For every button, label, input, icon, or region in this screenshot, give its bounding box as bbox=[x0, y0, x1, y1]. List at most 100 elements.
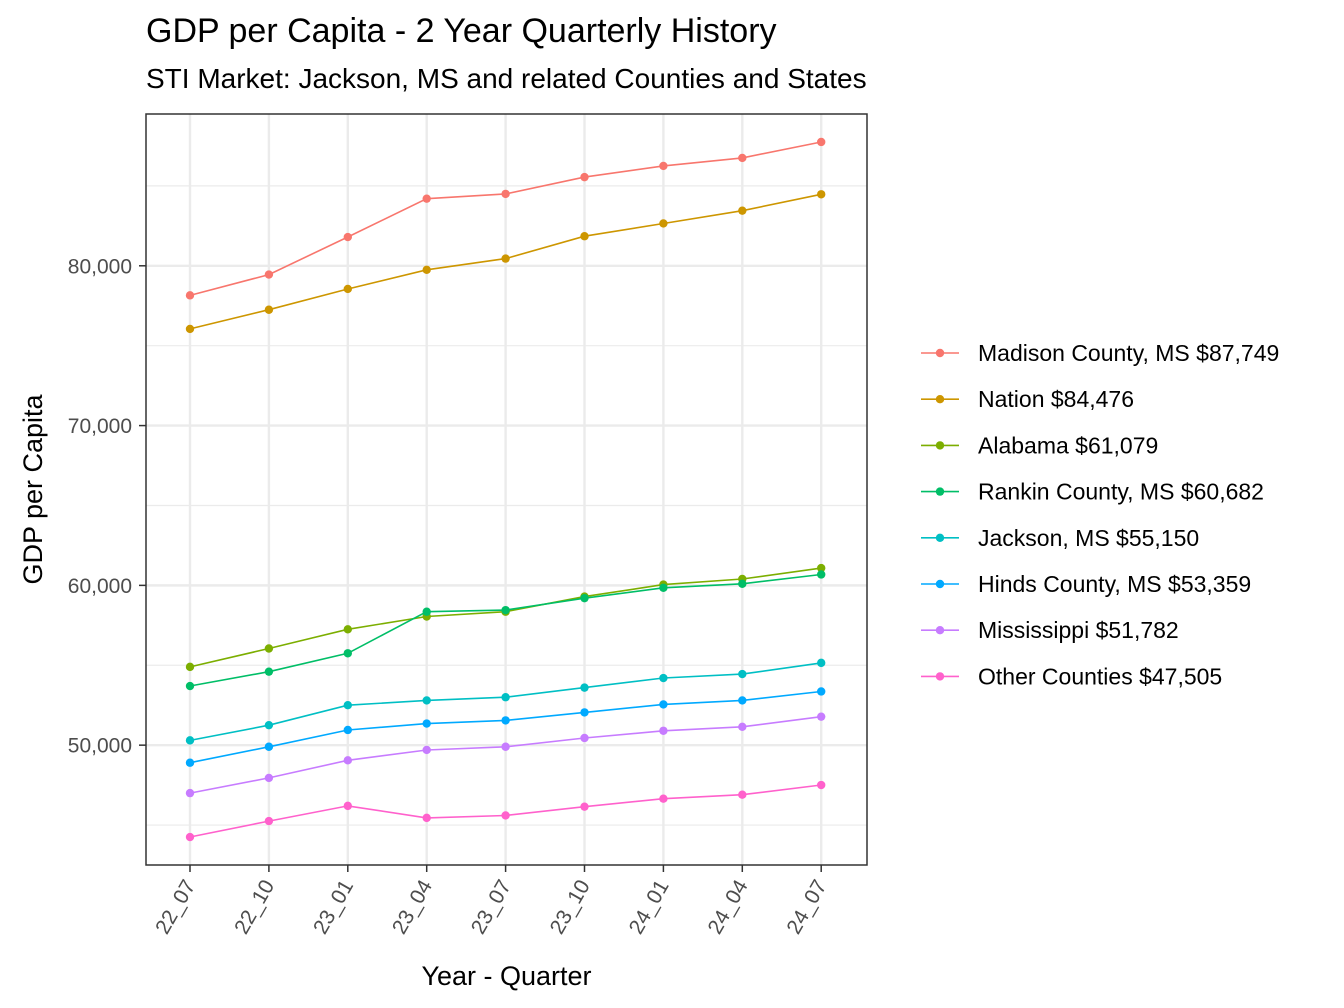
legend-key-point bbox=[935, 626, 945, 635]
series-group bbox=[185, 137, 826, 300]
data-point bbox=[817, 780, 826, 790]
data-point bbox=[817, 563, 826, 573]
x-tick-label: 23_07 bbox=[467, 876, 516, 938]
y-axis-title: GDP per Capita bbox=[18, 393, 48, 584]
data-point bbox=[738, 579, 747, 588]
data-point bbox=[580, 593, 589, 603]
series-group bbox=[185, 780, 826, 842]
legend-item: Madison County, MS $87,749 bbox=[921, 340, 1279, 366]
data-point bbox=[738, 696, 747, 705]
series-group bbox=[185, 570, 826, 691]
legend-key-point bbox=[935, 579, 945, 589]
data-point bbox=[264, 644, 274, 653]
data-point bbox=[659, 794, 668, 803]
data-point bbox=[580, 683, 589, 692]
series-group bbox=[185, 190, 826, 334]
data-point bbox=[343, 725, 352, 735]
data-point bbox=[501, 742, 510, 751]
x-tick-label: 24_07 bbox=[782, 876, 831, 938]
x-tick-label: 24_01 bbox=[625, 876, 674, 938]
legend-key-point bbox=[935, 487, 945, 496]
y-axis: 50,000 60,000 70,000 80,000 bbox=[68, 255, 146, 758]
y-tick-label: 50,000 bbox=[68, 735, 132, 758]
data-point bbox=[264, 667, 274, 676]
data-point bbox=[501, 811, 510, 820]
legend-item: Hinds County, MS $53,359 bbox=[921, 571, 1251, 597]
data-point bbox=[659, 700, 668, 709]
chart-title: GDP per Capita - 2 Year Quarterly Histor… bbox=[146, 12, 777, 50]
series-group bbox=[185, 658, 826, 745]
major-gridlines bbox=[146, 114, 867, 865]
data-point bbox=[501, 716, 510, 725]
data-point bbox=[817, 570, 826, 579]
legend-key-point bbox=[935, 441, 945, 450]
legend-key-point bbox=[935, 533, 945, 542]
data-point bbox=[185, 291, 195, 300]
data-point bbox=[422, 719, 431, 728]
data-point bbox=[817, 190, 826, 199]
x-tick-label: 23_01 bbox=[309, 876, 358, 938]
data-point bbox=[343, 649, 352, 658]
legend-label: Jackson, MS $55,150 bbox=[978, 525, 1199, 551]
series-layer bbox=[185, 137, 826, 842]
panel-border bbox=[145, 113, 868, 866]
data-point bbox=[343, 801, 352, 811]
data-point bbox=[501, 189, 510, 199]
legend-label: Alabama $61,079 bbox=[978, 432, 1158, 458]
data-point bbox=[422, 813, 431, 823]
data-point bbox=[738, 790, 747, 799]
data-point bbox=[738, 206, 747, 215]
legend-key-point bbox=[935, 672, 945, 681]
data-point bbox=[343, 625, 352, 634]
data-point bbox=[343, 232, 352, 242]
data-point bbox=[580, 802, 589, 811]
data-point bbox=[580, 708, 589, 717]
data-point bbox=[343, 284, 352, 294]
legend-item: Jackson, MS $55,150 bbox=[921, 525, 1199, 551]
data-point bbox=[343, 756, 352, 765]
x-tick-label: 22_10 bbox=[230, 876, 279, 938]
data-point bbox=[185, 662, 195, 672]
x-axis-title: Year - Quarter bbox=[421, 961, 591, 991]
data-point bbox=[817, 712, 826, 721]
data-point bbox=[264, 816, 274, 826]
data-point bbox=[185, 324, 195, 334]
legend-item: Mississippi $51,782 bbox=[921, 617, 1179, 643]
legend-key-point bbox=[935, 395, 945, 404]
chart-subtitle: STI Market: Jackson, MS and related Coun… bbox=[146, 63, 867, 94]
series-group bbox=[185, 687, 826, 767]
x-tick-label: 24_04 bbox=[704, 876, 753, 938]
data-point bbox=[817, 658, 826, 668]
data-point bbox=[501, 254, 510, 263]
data-point bbox=[422, 696, 431, 705]
data-point bbox=[580, 172, 589, 182]
data-point bbox=[580, 733, 589, 743]
data-point bbox=[659, 583, 668, 592]
data-point bbox=[185, 832, 195, 842]
data-point bbox=[501, 693, 510, 702]
data-point bbox=[422, 745, 431, 755]
data-point bbox=[185, 736, 195, 745]
legend-key-point bbox=[935, 348, 945, 358]
x-axis: 22_07 22_10 23_01 23_04 23_07 23_10 24_01 24_04… bbox=[151, 865, 832, 938]
legend-item: Alabama $61,079 bbox=[921, 432, 1158, 458]
data-point bbox=[185, 758, 195, 767]
data-point bbox=[738, 153, 747, 163]
legend-label: Hinds County, MS $53,359 bbox=[978, 571, 1251, 597]
data-point bbox=[422, 607, 431, 616]
data-point bbox=[422, 194, 431, 203]
data-point bbox=[659, 219, 668, 228]
legend-label: Rankin County, MS $60,682 bbox=[978, 479, 1264, 505]
data-point bbox=[185, 681, 195, 691]
data-point bbox=[738, 669, 747, 679]
data-point bbox=[580, 232, 589, 241]
data-point bbox=[264, 742, 274, 751]
legend-item: Rankin County, MS $60,682 bbox=[921, 479, 1264, 505]
x-tick-label: 23_04 bbox=[388, 876, 437, 938]
data-point bbox=[738, 722, 747, 731]
legend-item: Nation $84,476 bbox=[921, 386, 1134, 412]
legend-label: Nation $84,476 bbox=[978, 386, 1134, 412]
data-point bbox=[343, 701, 352, 710]
legend-item: Other Counties $47,505 bbox=[921, 663, 1222, 689]
